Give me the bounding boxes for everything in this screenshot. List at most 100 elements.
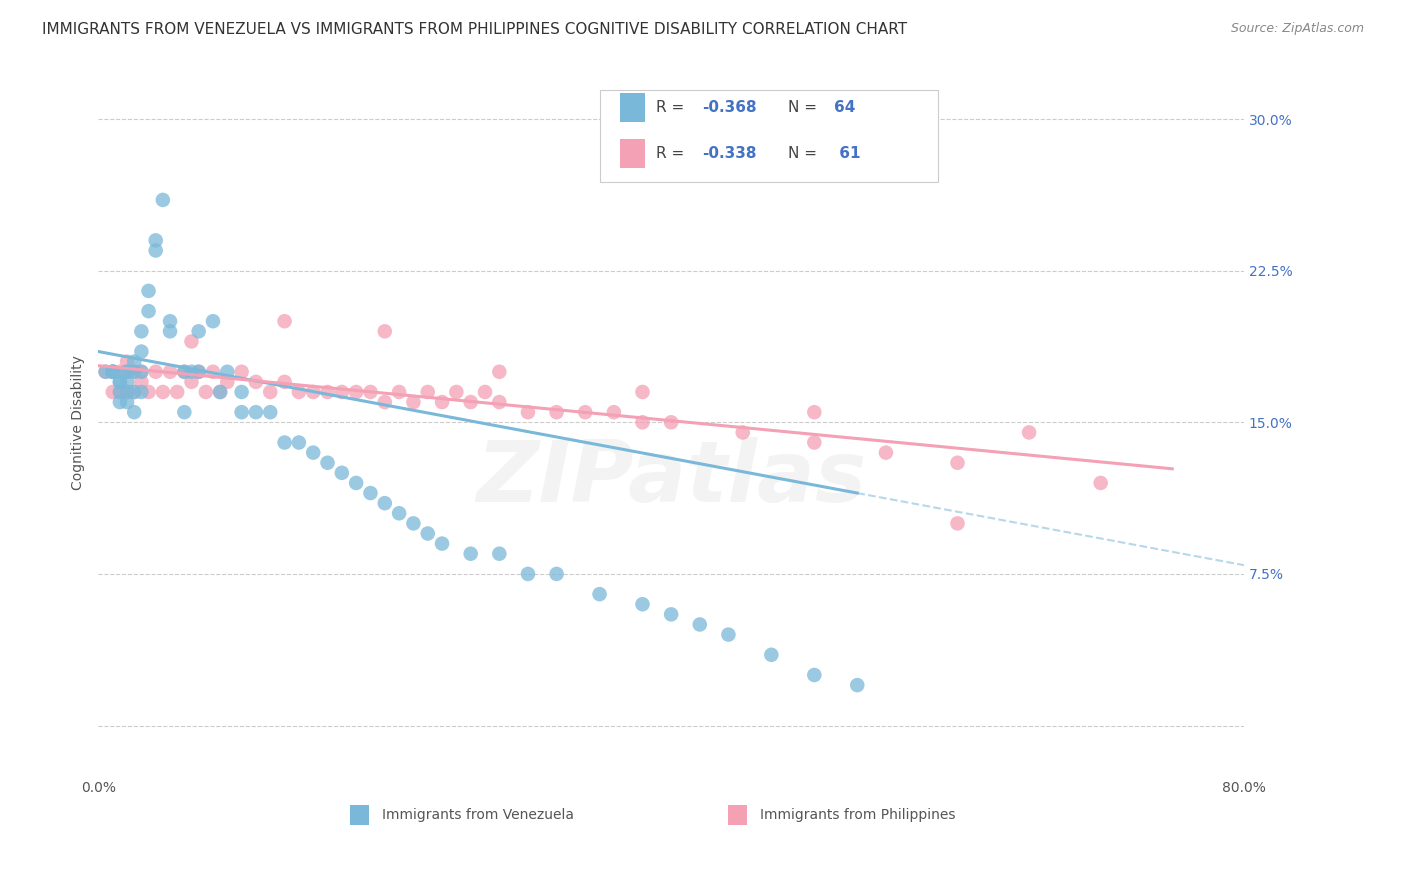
Point xyxy=(94,365,117,379)
Point xyxy=(122,405,145,419)
Point xyxy=(460,395,482,409)
Point xyxy=(131,375,153,389)
Point xyxy=(173,365,195,379)
Point xyxy=(138,284,160,298)
Point xyxy=(209,384,232,399)
Point xyxy=(344,384,367,399)
Point xyxy=(288,435,311,450)
Point xyxy=(330,466,353,480)
Point xyxy=(946,516,969,531)
Point xyxy=(273,314,295,328)
Point xyxy=(488,395,510,409)
Point xyxy=(344,475,367,490)
Point xyxy=(122,384,145,399)
Point xyxy=(546,405,568,419)
Point xyxy=(460,547,482,561)
Point xyxy=(159,324,181,338)
Point xyxy=(131,365,153,379)
Point xyxy=(803,668,825,682)
FancyBboxPatch shape xyxy=(600,90,938,182)
Point xyxy=(122,365,145,379)
Text: Source: ZipAtlas.com: Source: ZipAtlas.com xyxy=(1230,22,1364,36)
Text: R =: R = xyxy=(657,100,689,115)
Point xyxy=(131,344,153,359)
Text: 61: 61 xyxy=(834,146,860,161)
Point xyxy=(101,384,124,399)
Point xyxy=(201,365,224,379)
Point xyxy=(846,678,869,692)
Text: Immigrants from Venezuela: Immigrants from Venezuela xyxy=(382,808,575,822)
Point xyxy=(201,314,224,328)
Point xyxy=(416,384,439,399)
Text: N =: N = xyxy=(787,100,823,115)
Point xyxy=(115,384,138,399)
Bar xyxy=(728,805,747,825)
Bar xyxy=(620,93,645,122)
Point xyxy=(194,384,217,399)
Point xyxy=(416,526,439,541)
Point xyxy=(209,384,232,399)
Text: -0.338: -0.338 xyxy=(702,146,756,161)
Point xyxy=(180,334,202,349)
Point xyxy=(1018,425,1040,440)
Point xyxy=(108,365,131,379)
Point xyxy=(115,354,138,368)
Point xyxy=(659,415,682,429)
Point xyxy=(402,516,425,531)
Point xyxy=(159,314,181,328)
Point xyxy=(115,384,138,399)
Point xyxy=(245,405,267,419)
Point xyxy=(122,354,145,368)
Point xyxy=(187,365,209,379)
Point xyxy=(101,365,124,379)
Point xyxy=(273,375,295,389)
Point xyxy=(517,566,540,581)
Text: IMMIGRANTS FROM VENEZUELA VS IMMIGRANTS FROM PHILIPPINES COGNITIVE DISABILITY CO: IMMIGRANTS FROM VENEZUELA VS IMMIGRANTS … xyxy=(42,22,907,37)
Point xyxy=(316,456,339,470)
Point xyxy=(388,506,411,520)
Point xyxy=(108,375,131,389)
Point xyxy=(430,536,453,550)
Point xyxy=(187,324,209,338)
Point xyxy=(316,384,339,399)
Point xyxy=(330,384,353,399)
Point xyxy=(138,384,160,399)
Point xyxy=(180,365,202,379)
Point xyxy=(115,365,138,379)
Point xyxy=(588,587,610,601)
Bar xyxy=(620,138,645,169)
Text: Immigrants from Philippines: Immigrants from Philippines xyxy=(761,808,956,822)
Point xyxy=(173,365,195,379)
Point xyxy=(288,384,311,399)
Point xyxy=(101,365,124,379)
Point xyxy=(474,384,496,399)
Y-axis label: Cognitive Disability: Cognitive Disability xyxy=(72,355,86,490)
Point xyxy=(245,375,267,389)
Point xyxy=(94,365,117,379)
Point xyxy=(173,405,195,419)
Point xyxy=(152,384,174,399)
Point xyxy=(803,405,825,419)
Point xyxy=(101,365,124,379)
Point xyxy=(131,384,153,399)
Point xyxy=(446,384,468,399)
Point xyxy=(122,384,145,399)
Point xyxy=(631,384,654,399)
Point xyxy=(488,365,510,379)
Point xyxy=(517,405,540,419)
Point xyxy=(302,445,325,459)
Point xyxy=(108,375,131,389)
Point xyxy=(603,405,626,419)
Point xyxy=(488,547,510,561)
Point xyxy=(115,375,138,389)
Point xyxy=(374,324,396,338)
Point xyxy=(108,384,131,399)
Text: -0.368: -0.368 xyxy=(702,100,756,115)
Point xyxy=(217,375,239,389)
Point xyxy=(659,607,682,622)
Point xyxy=(231,405,253,419)
Point xyxy=(717,627,740,641)
Point xyxy=(761,648,783,662)
Point xyxy=(374,496,396,510)
Point xyxy=(1090,475,1112,490)
